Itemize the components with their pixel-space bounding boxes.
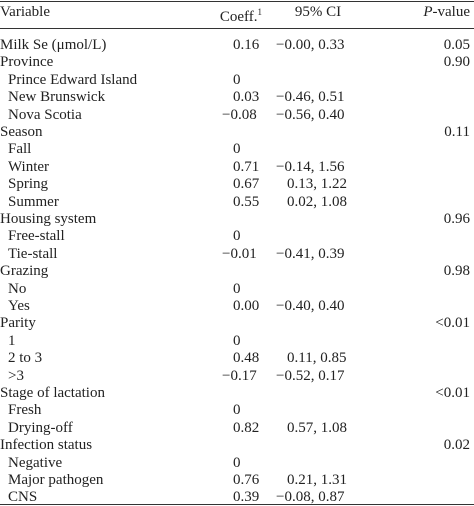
top-rule: [0, 1, 474, 2]
coefficient: 0.76: [233, 472, 260, 488]
coefficient: 0: [233, 228, 241, 245]
level-name: Prince Edward Island: [8, 71, 138, 88]
confidence-interval: −0.56, 0.40: [276, 106, 345, 123]
coefficient: −0.08: [222, 106, 257, 123]
level-name: Fall: [8, 141, 32, 158]
p-value: 0.96: [443, 211, 470, 227]
level-name: Major pathogen: [8, 472, 104, 488]
level-name: No: [8, 280, 27, 297]
level-name: 1: [8, 332, 16, 349]
coefficient: 0: [233, 402, 241, 419]
confidence-interval: 0.21, 1.31: [287, 472, 347, 488]
header-ci: 95% CI: [294, 4, 342, 20]
header-rule: [0, 28, 474, 29]
coeff-label: Coeff.: [219, 9, 258, 25]
p-rest: -value: [432, 4, 470, 20]
confidence-interval: 0.57, 1.08: [287, 419, 347, 436]
level-name: Nova Scotia: [8, 106, 82, 123]
header-coeff: Coeff.1: [220, 4, 262, 26]
level-name: Winter: [8, 158, 50, 175]
coefficient: 0.00: [233, 298, 260, 314]
confidence-interval: 0.02, 1.08: [287, 193, 347, 210]
variable-name: Stage of lactation: [0, 385, 105, 401]
coefficient: 0: [233, 71, 241, 88]
level-name: Drying-off: [8, 419, 73, 436]
variable-name: Parity: [0, 315, 36, 332]
level-name: Spring: [8, 176, 49, 193]
variable-name: Infection status: [0, 437, 93, 454]
coefficient: 0: [233, 141, 241, 158]
level-name: Free-stall: [8, 228, 65, 245]
level-name: Negative: [8, 454, 63, 471]
p-value: 0.90: [443, 54, 470, 71]
level-name: CNS: [8, 489, 38, 506]
p-value: 0.05: [443, 37, 470, 53]
coefficient: −0.17: [222, 367, 257, 384]
confidence-interval: −0.00, 0.33: [276, 37, 345, 53]
level-name: 2 to 3: [8, 350, 43, 367]
variable-name: Milk Se (μmol/L): [0, 37, 107, 53]
level-name: New Brunswick: [8, 89, 106, 106]
coefficient: 0.16: [233, 37, 260, 53]
variable-name: Housing system: [0, 211, 97, 227]
p-value: 0.98: [443, 263, 470, 280]
confidence-interval: −0.46, 0.51: [276, 89, 345, 106]
variable-name: Province: [0, 54, 54, 71]
level-name: Summer: [8, 193, 59, 210]
bottom-rule: [0, 504, 474, 505]
variable-name: Grazing: [0, 263, 49, 280]
coefficient: 0.39: [233, 489, 260, 506]
coefficient: 0.82: [233, 419, 260, 436]
header-p: P-value: [423, 4, 470, 21]
p-value: 0.11: [444, 124, 470, 140]
level-name: Fresh: [8, 402, 42, 419]
confidence-interval: 0.11, 0.85: [287, 350, 347, 367]
p-value: <0.01: [435, 385, 470, 401]
level-name: Yes: [8, 298, 30, 314]
confidence-interval: −0.41, 0.39: [276, 245, 345, 262]
coefficient: 0.67: [233, 176, 260, 193]
coefficient: 0: [233, 332, 241, 349]
confidence-interval: −0.08, 0.87: [276, 489, 345, 506]
coefficient: −0.01: [222, 245, 257, 262]
variable-name: Season: [0, 124, 43, 140]
confidence-interval: 0.13, 1.22: [287, 176, 347, 193]
level-name: >3: [8, 367, 24, 384]
confidence-interval: −0.40, 0.40: [276, 298, 345, 314]
confidence-interval: −0.52, 0.17: [276, 367, 345, 384]
coefficient: 0: [233, 454, 241, 471]
coefficient: 0.48: [233, 350, 260, 367]
p-value: <0.01: [435, 315, 470, 332]
coefficient: 0.55: [233, 193, 260, 210]
p-italic: P: [423, 4, 433, 20]
coefficient: 0.03: [233, 89, 260, 106]
p-value: 0.02: [443, 437, 470, 454]
level-name: Tie-stall: [8, 245, 58, 262]
confidence-interval: −0.14, 1.56: [276, 158, 345, 175]
footnote-mark: 1: [257, 7, 263, 17]
coefficient: 0.71: [233, 158, 260, 175]
header-variable: Variable: [0, 4, 50, 20]
coefficient: 0: [233, 280, 241, 297]
